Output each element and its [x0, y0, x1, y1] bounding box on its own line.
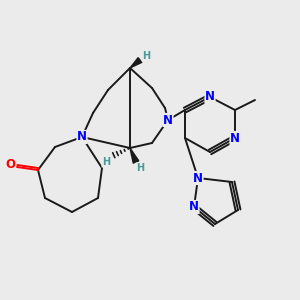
- Text: N: N: [193, 172, 203, 184]
- Text: N: N: [205, 91, 215, 103]
- Text: N: N: [230, 131, 240, 145]
- Text: N: N: [163, 113, 173, 127]
- Polygon shape: [130, 58, 142, 68]
- Text: N: N: [189, 200, 199, 214]
- Text: O: O: [5, 158, 15, 172]
- Text: N: N: [77, 130, 87, 143]
- Text: H: H: [136, 163, 144, 173]
- Polygon shape: [130, 148, 139, 163]
- Text: H: H: [102, 157, 110, 167]
- Text: H: H: [142, 51, 150, 61]
